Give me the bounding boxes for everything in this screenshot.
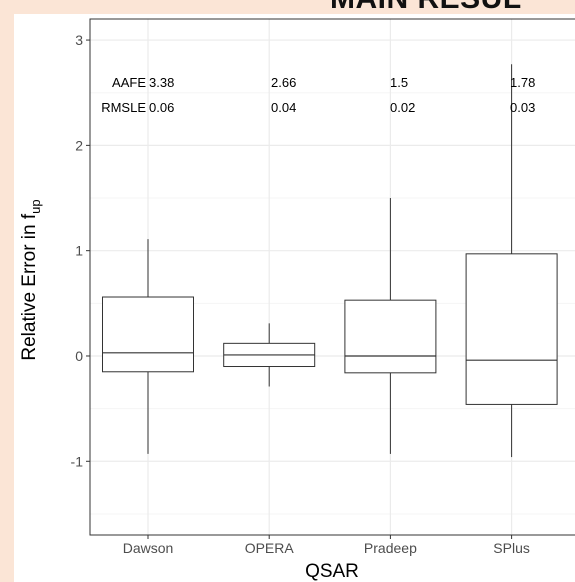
annotation-aafe-value: 1.78 bbox=[510, 75, 535, 90]
y-tick-label: 1 bbox=[75, 243, 83, 259]
annotation-aafe-value: 3.38 bbox=[149, 75, 174, 90]
plot-frame bbox=[89, 18, 575, 536]
x-tick-label: Pradeep bbox=[364, 540, 417, 556]
x-tick-label: Dawson bbox=[123, 540, 174, 556]
annotation-aafe-value: 1.5 bbox=[390, 75, 408, 90]
box-iqr bbox=[102, 296, 194, 373]
x-tick-labels: Dawson OPERA Pradeep SPlus bbox=[123, 535, 530, 556]
x-axis-title: QSAR bbox=[305, 561, 359, 582]
y-tick-labels: -1 0 1 2 3 bbox=[71, 32, 90, 469]
annotation-aafe-value: 2.66 bbox=[271, 75, 296, 90]
y-tick-label: 2 bbox=[75, 137, 83, 153]
y-axis-title-subscript: up bbox=[28, 199, 43, 213]
box-iqr bbox=[465, 253, 558, 405]
box-opera bbox=[223, 323, 316, 387]
figure-panel: -1 0 1 2 3 Dawson OPERA Pradeep SPlus AAFE RMSLE… bbox=[14, 14, 575, 582]
annotation-rmsle-value: 0.03 bbox=[510, 100, 535, 115]
annotation-rmsle-value: 0.04 bbox=[271, 100, 296, 115]
box-splus bbox=[465, 64, 558, 458]
annotation-row-label-rmsle: RMSLE bbox=[101, 100, 146, 115]
box-layer bbox=[102, 64, 558, 458]
box-iqr bbox=[344, 299, 437, 374]
banner: MAIN RESUL bbox=[0, 0, 575, 14]
y-axis-title: Relative Error in fup bbox=[19, 199, 43, 360]
box-plot: -1 0 1 2 3 Dawson OPERA Pradeep SPlus AAFE RMSLE… bbox=[19, 18, 575, 582]
x-tick-label: OPERA bbox=[245, 540, 295, 556]
annotation-rmsle-value: 0.06 bbox=[149, 100, 174, 115]
y-axis-title-main: Relative Error in f bbox=[19, 213, 40, 360]
y-tick-label: 0 bbox=[75, 348, 83, 364]
annotation-row-label-aafe: AAFE bbox=[112, 75, 146, 90]
box-dawson bbox=[102, 239, 194, 454]
y-tick-label: 3 bbox=[75, 32, 83, 48]
box-pradeep bbox=[344, 198, 437, 454]
banner-title: MAIN RESUL bbox=[330, 0, 522, 14]
x-tick-label: SPlus bbox=[493, 540, 530, 556]
y-tick-label: -1 bbox=[71, 453, 84, 469]
annotation-rmsle-value: 0.02 bbox=[390, 100, 415, 115]
